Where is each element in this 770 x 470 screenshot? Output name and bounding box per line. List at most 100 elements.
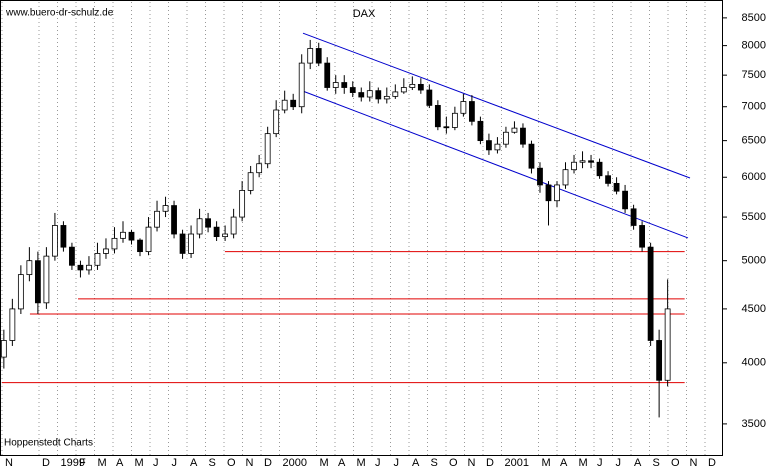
candle-body [111,237,118,250]
candle-body [9,308,16,341]
candle-body [273,109,280,135]
x-tick-label: M [579,457,588,469]
candle-body [434,105,441,128]
x-tick-label: O [449,457,458,469]
x-tick-label: J [375,457,381,469]
candle-body [486,140,492,151]
candle-body [537,167,543,186]
candle-body [307,48,314,64]
candle-body [324,62,331,88]
candle-body [400,87,407,93]
candle-body [128,231,135,241]
candle-body [188,233,194,254]
x-tick-label: J [597,457,603,469]
candle-body [613,182,620,192]
candle-body [443,126,450,129]
candle-body [103,248,109,254]
trend-line [299,89,689,239]
x-tick-label: A [560,457,568,469]
candle-body [60,225,67,248]
y-tick-label: 3500 [742,418,766,430]
candle-body [247,172,254,191]
candle-body [383,95,390,100]
candle-body [417,83,424,91]
x-tick-label: O [227,457,236,469]
candle-body [451,112,458,128]
y-tick-label: 5000 [742,255,766,267]
candle-body [162,205,169,212]
x-tick-label: S [431,457,438,469]
x-tick-label: A [634,457,642,469]
candle-body [630,208,637,226]
y-tick-label: 8500 [742,12,766,24]
plot-area [0,2,706,455]
x-tick-label: N [468,457,476,469]
x-tick-label: N [690,457,698,469]
candle-body [94,253,101,266]
candle-body [647,246,654,341]
candle-body [656,340,663,381]
plot-frame [0,0,723,456]
x-tick-label: D [708,457,716,469]
candle-body [137,239,143,253]
y-tick-label: 4000 [742,357,766,369]
candle-body [341,82,348,88]
candle-body [639,225,645,248]
y-tick-label: 6000 [742,171,766,183]
source-label: Hoppenstedt Charts [4,438,93,449]
candle-body [52,225,58,257]
candle-body [520,127,526,145]
y-tick-label: 7000 [742,101,766,113]
x-tick-label: S [209,457,216,469]
candle-body [281,99,288,111]
candle-body [17,274,24,310]
candle-body [230,216,237,235]
candle-body [145,226,152,253]
x-tick-label: 1999 [61,457,85,469]
site-label: www.buero-dr-schulz.de [5,8,114,19]
candle-body [622,190,628,210]
y-tick-label: 8000 [742,40,766,52]
candle-body [298,62,305,108]
x-tick-label: J [394,457,400,469]
trend-line [302,32,691,179]
candle-body [460,101,467,114]
x-tick-label: N [5,457,13,469]
candle-body [171,205,177,235]
y-tick-label: 6500 [742,135,766,147]
x-tick-label: A [190,457,198,469]
candle-body [358,92,365,98]
x-tick-label: 2000 [283,457,307,469]
candle-body [503,131,509,145]
x-tick-label: O [671,457,680,469]
candle-body [205,218,211,228]
x-tick-label: D [486,457,494,469]
candle-body [86,264,92,271]
candle-body [494,143,501,151]
x-tick-label: D [264,457,272,469]
candle-body [579,160,586,163]
x-tick-label: 2001 [505,457,529,469]
candle-body [43,255,50,304]
candle-body [213,226,220,238]
x-tick-label: M [320,457,329,469]
candle-body [349,87,356,93]
candle-body [77,264,84,271]
candle-body [392,91,399,97]
x-tick-label: S [653,457,660,469]
candle-body [256,163,263,174]
candle-body [222,233,229,238]
candle-body [366,90,373,98]
candle-body [588,160,594,163]
candle-body [179,233,186,254]
x-tick-label: A [338,457,346,469]
candle-body [264,133,271,165]
candle-body [571,161,577,171]
candle-body [154,210,160,228]
x-tick-label: A [412,457,420,469]
candle-body [290,99,297,108]
x-tick-label: M [135,457,144,469]
candle-body [664,308,671,381]
